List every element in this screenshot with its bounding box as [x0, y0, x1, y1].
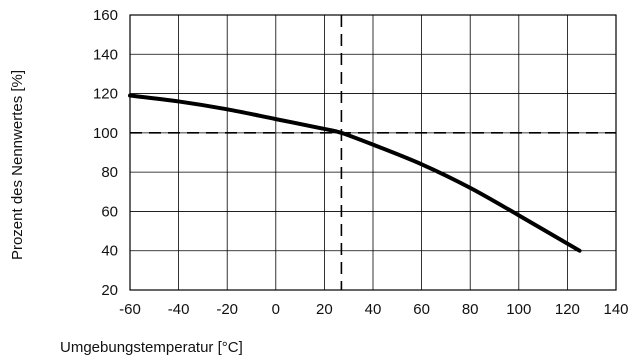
plot-frame [129, 14, 617, 291]
y-tick-label-1: 40 [101, 243, 118, 260]
y-tick-label-2: 60 [101, 203, 118, 220]
y-axis-label: Prozent des Nennwertes [%] [9, 70, 26, 260]
y-tick-label-5: 120 [93, 86, 118, 103]
y-tick-label-0: 20 [101, 282, 118, 299]
y-tick-label-4: 100 [93, 125, 118, 142]
y-tick-label-7: 160 [93, 7, 118, 24]
x-tick-label-6: 60 [413, 301, 430, 318]
x-tick-label-7: 80 [462, 301, 479, 318]
grid [129, 14, 617, 291]
x-axis-label: Umgebungstemperatur [°C] [60, 339, 243, 356]
x-tick-labels: -60 -40 -20 0 20 40 60 80 100 120 140 [119, 301, 628, 318]
x-tick-label-5: 40 [365, 301, 382, 318]
series-line-0 [128, 93, 582, 253]
x-tick-label-8: 100 [506, 301, 531, 318]
x-tick-label-1: -40 [168, 301, 190, 318]
y-tick-label-6: 140 [93, 46, 118, 63]
reference-lines [130, 15, 616, 290]
x-tick-label-3: 0 [272, 301, 280, 318]
x-tick-label-9: 120 [555, 301, 580, 318]
x-tick-label-4: 20 [316, 301, 333, 318]
x-tick-label-10: 140 [603, 301, 628, 318]
series-layer [128, 93, 582, 253]
y-tick-label-3: 80 [101, 164, 118, 181]
x-tick-label-0: -60 [119, 301, 141, 318]
y-tick-labels: 20 40 60 80 100 120 140 160 [93, 7, 118, 299]
x-tick-label-2: -20 [216, 301, 238, 318]
